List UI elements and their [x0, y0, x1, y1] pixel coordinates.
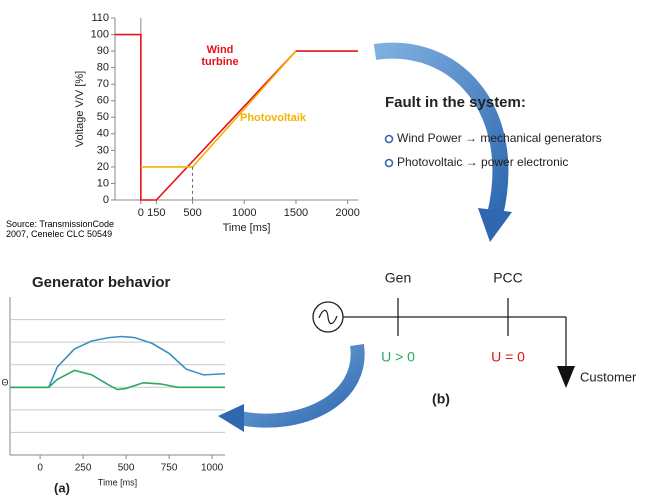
y-tick-label: 20: [97, 161, 109, 173]
y-tick-label: 0: [103, 194, 109, 206]
load-arrow: [557, 366, 575, 388]
x-tick-label: 0: [37, 463, 43, 474]
y-axis-label: Θ: [1, 378, 8, 388]
node-label: PCC: [493, 270, 523, 286]
y-tick-label: 30: [97, 144, 109, 156]
node-voltage: U > 0: [381, 349, 415, 365]
y-tick-label: 50: [97, 111, 109, 123]
sine-symbol: [318, 309, 338, 325]
curved-arrow: [373, 42, 509, 217]
curved-arrow: [238, 344, 365, 428]
series-label: Wind turbine: [201, 44, 239, 69]
y-tick-label: 100: [91, 28, 109, 40]
arrowhead: [218, 404, 244, 432]
y-tick-label: 70: [97, 78, 109, 90]
x-tick-label: 1500: [284, 207, 308, 219]
y-tick-label: 40: [97, 128, 109, 140]
bullet-text: Wind Power → mechanical generators: [397, 131, 602, 145]
panel-title: Fault in the system:: [385, 94, 526, 111]
series-line: [115, 33, 358, 201]
node-label: Gen: [385, 270, 411, 286]
node-voltage: U = 0: [491, 349, 525, 365]
panel-caption: (a): [54, 480, 70, 495]
series-label: Photovoltaik: [240, 112, 307, 124]
y-axis-label: Voltage V/V [%]: [74, 71, 86, 147]
x-tick-label: 2000: [335, 207, 359, 219]
chart-title: Generator behavior: [32, 274, 171, 291]
y-tick-label: 110: [91, 12, 109, 24]
x-tick-label: 750: [161, 463, 178, 474]
bullet-text: Photovoltaic → power electronic: [397, 155, 568, 169]
x-tick-label: 500: [118, 463, 135, 474]
x-tick-label: 500: [183, 207, 201, 219]
arrowhead: [478, 208, 512, 242]
bullet: [384, 158, 394, 168]
y-tick-label: 90: [97, 45, 109, 57]
x-tick-label: 1000: [201, 463, 224, 474]
x-tick-label: 0: [138, 207, 144, 219]
y-tick-label: 80: [97, 62, 109, 74]
series-line: [10, 335, 226, 389]
series-line: [10, 369, 225, 391]
y-tick-label: 10: [97, 177, 109, 189]
series-line: [140, 50, 297, 168]
load-label: Customer: [580, 369, 637, 384]
x-tick-label: 250: [75, 463, 92, 474]
panel-caption: (b): [432, 391, 450, 407]
source-note: Source: TransmissionCode 2007, Cenelec C…: [6, 219, 115, 239]
x-axis-label: Time [ms]: [223, 222, 271, 234]
x-axis-label: Time [ms]: [98, 477, 137, 487]
bullet: [384, 134, 394, 144]
x-tick-label: 150: [147, 207, 165, 219]
x-tick-label: 1000: [232, 207, 256, 219]
y-tick-label: 60: [97, 95, 109, 107]
